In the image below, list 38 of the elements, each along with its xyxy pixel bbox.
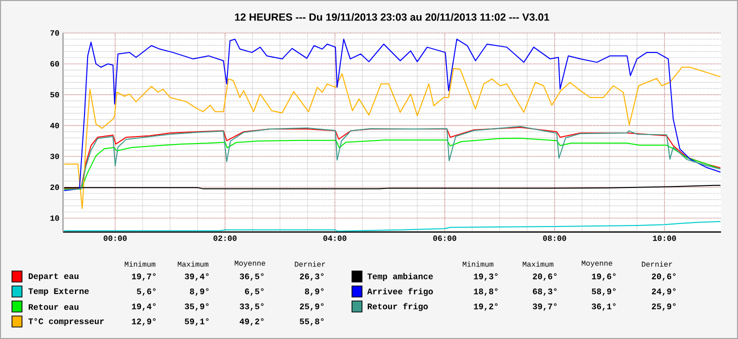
text: 24,9° xyxy=(652,288,676,296)
text: 26,3° xyxy=(300,273,324,281)
text: 19,6° xyxy=(592,273,616,281)
text: 49,2° xyxy=(240,318,264,326)
text: 19,3° xyxy=(474,273,498,281)
legend-label: Temp Externe xyxy=(28,288,89,296)
text: 25,9° xyxy=(300,303,324,311)
line-series xyxy=(64,66,721,210)
text: 5,6° xyxy=(136,288,156,296)
legend-label: Temp ambiance xyxy=(367,273,433,281)
text: 58,9° xyxy=(592,288,616,296)
text: 59,1° xyxy=(184,318,209,326)
text: 39,7° xyxy=(532,303,557,311)
text: 36,1° xyxy=(592,303,616,311)
text: 25,9° xyxy=(652,303,676,311)
chart-title: 12 HEURES --- Du 19/11/2013 23:03 au 20/11/2013 11:02 --- V3.01 xyxy=(235,13,550,21)
text: 12,9° xyxy=(132,318,156,326)
text: 55,8° xyxy=(300,318,324,326)
legend-label: T°C compresseur xyxy=(28,318,104,326)
text: 19,4° xyxy=(132,303,156,311)
text: 19,2° xyxy=(474,303,498,311)
text: 20,6° xyxy=(532,273,557,281)
text: 33,5° xyxy=(240,303,264,311)
legend-label: Retour eau xyxy=(28,304,78,310)
legend-label: Arrivee frigo xyxy=(367,288,433,296)
text: 19,7° xyxy=(132,273,156,281)
text: 36,5° xyxy=(240,273,264,281)
text: 35,9° xyxy=(184,303,209,311)
text: 39,4° xyxy=(184,273,209,281)
text: 8,9° xyxy=(190,288,209,296)
text: 18,8° xyxy=(474,288,498,296)
legend-label: Depart eau xyxy=(28,273,78,281)
text: 68,3° xyxy=(532,288,557,296)
text: 6,5° xyxy=(244,288,264,296)
legend-label: Retour frigo xyxy=(368,302,428,312)
text: 20,6° xyxy=(652,273,676,281)
line-series xyxy=(64,221,721,232)
text: 8,9° xyxy=(304,288,324,296)
